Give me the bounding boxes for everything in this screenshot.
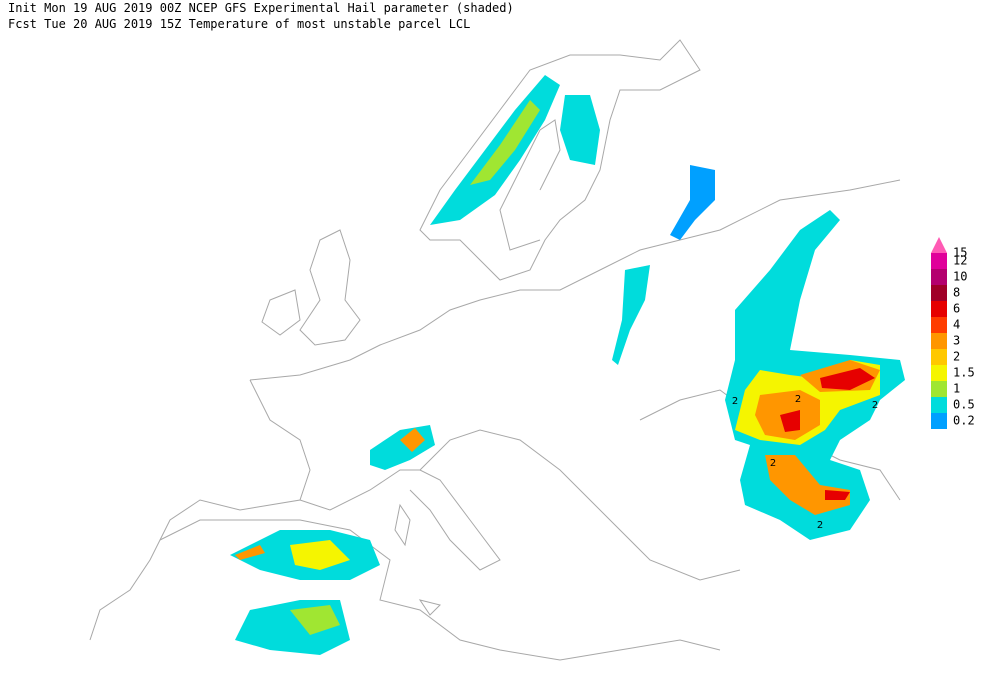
legend-label: 2	[953, 350, 960, 364]
contour-label: 2	[872, 400, 878, 411]
legend-swatch	[931, 365, 947, 381]
legend-label: 6	[953, 302, 960, 316]
contour-label: 2	[732, 396, 738, 407]
legend-swatch	[931, 317, 947, 333]
header-line: Fcst Tue 20 AUG 2019 15Z Temperature of …	[8, 17, 470, 31]
legend-label: 0.2	[953, 414, 975, 428]
legend-swatch	[931, 349, 947, 365]
legend-swatch	[931, 333, 947, 349]
legend-label: 15	[953, 246, 967, 260]
legend-swatch	[931, 381, 947, 397]
legend-label: 12	[953, 254, 967, 268]
legend-label: 3	[953, 334, 960, 348]
legend-label: 1	[953, 382, 960, 396]
contour-label: 2	[770, 458, 776, 469]
contour-labels: 2 2 2 2 2	[732, 394, 878, 531]
legend-swatch	[931, 413, 947, 429]
legend-swatch	[931, 285, 947, 301]
legend-swatch	[931, 269, 947, 285]
legend-swatch	[931, 301, 947, 317]
hail-shading	[230, 75, 905, 655]
legend-label: 0.5	[953, 398, 975, 412]
contour-label: 2	[817, 520, 823, 531]
legend-label: 8	[953, 286, 960, 300]
legend-swatch	[931, 237, 947, 253]
header-line: Init Mon 19 AUG 2019 00Z NCEP GFS Experi…	[8, 1, 514, 15]
legend-swatch	[931, 253, 947, 269]
legend-label: 10	[953, 270, 967, 284]
legend-label: 1.5	[953, 366, 975, 380]
legend-label: 4	[953, 318, 960, 332]
legend-swatch	[931, 397, 947, 413]
contour-label: 2	[795, 394, 801, 405]
